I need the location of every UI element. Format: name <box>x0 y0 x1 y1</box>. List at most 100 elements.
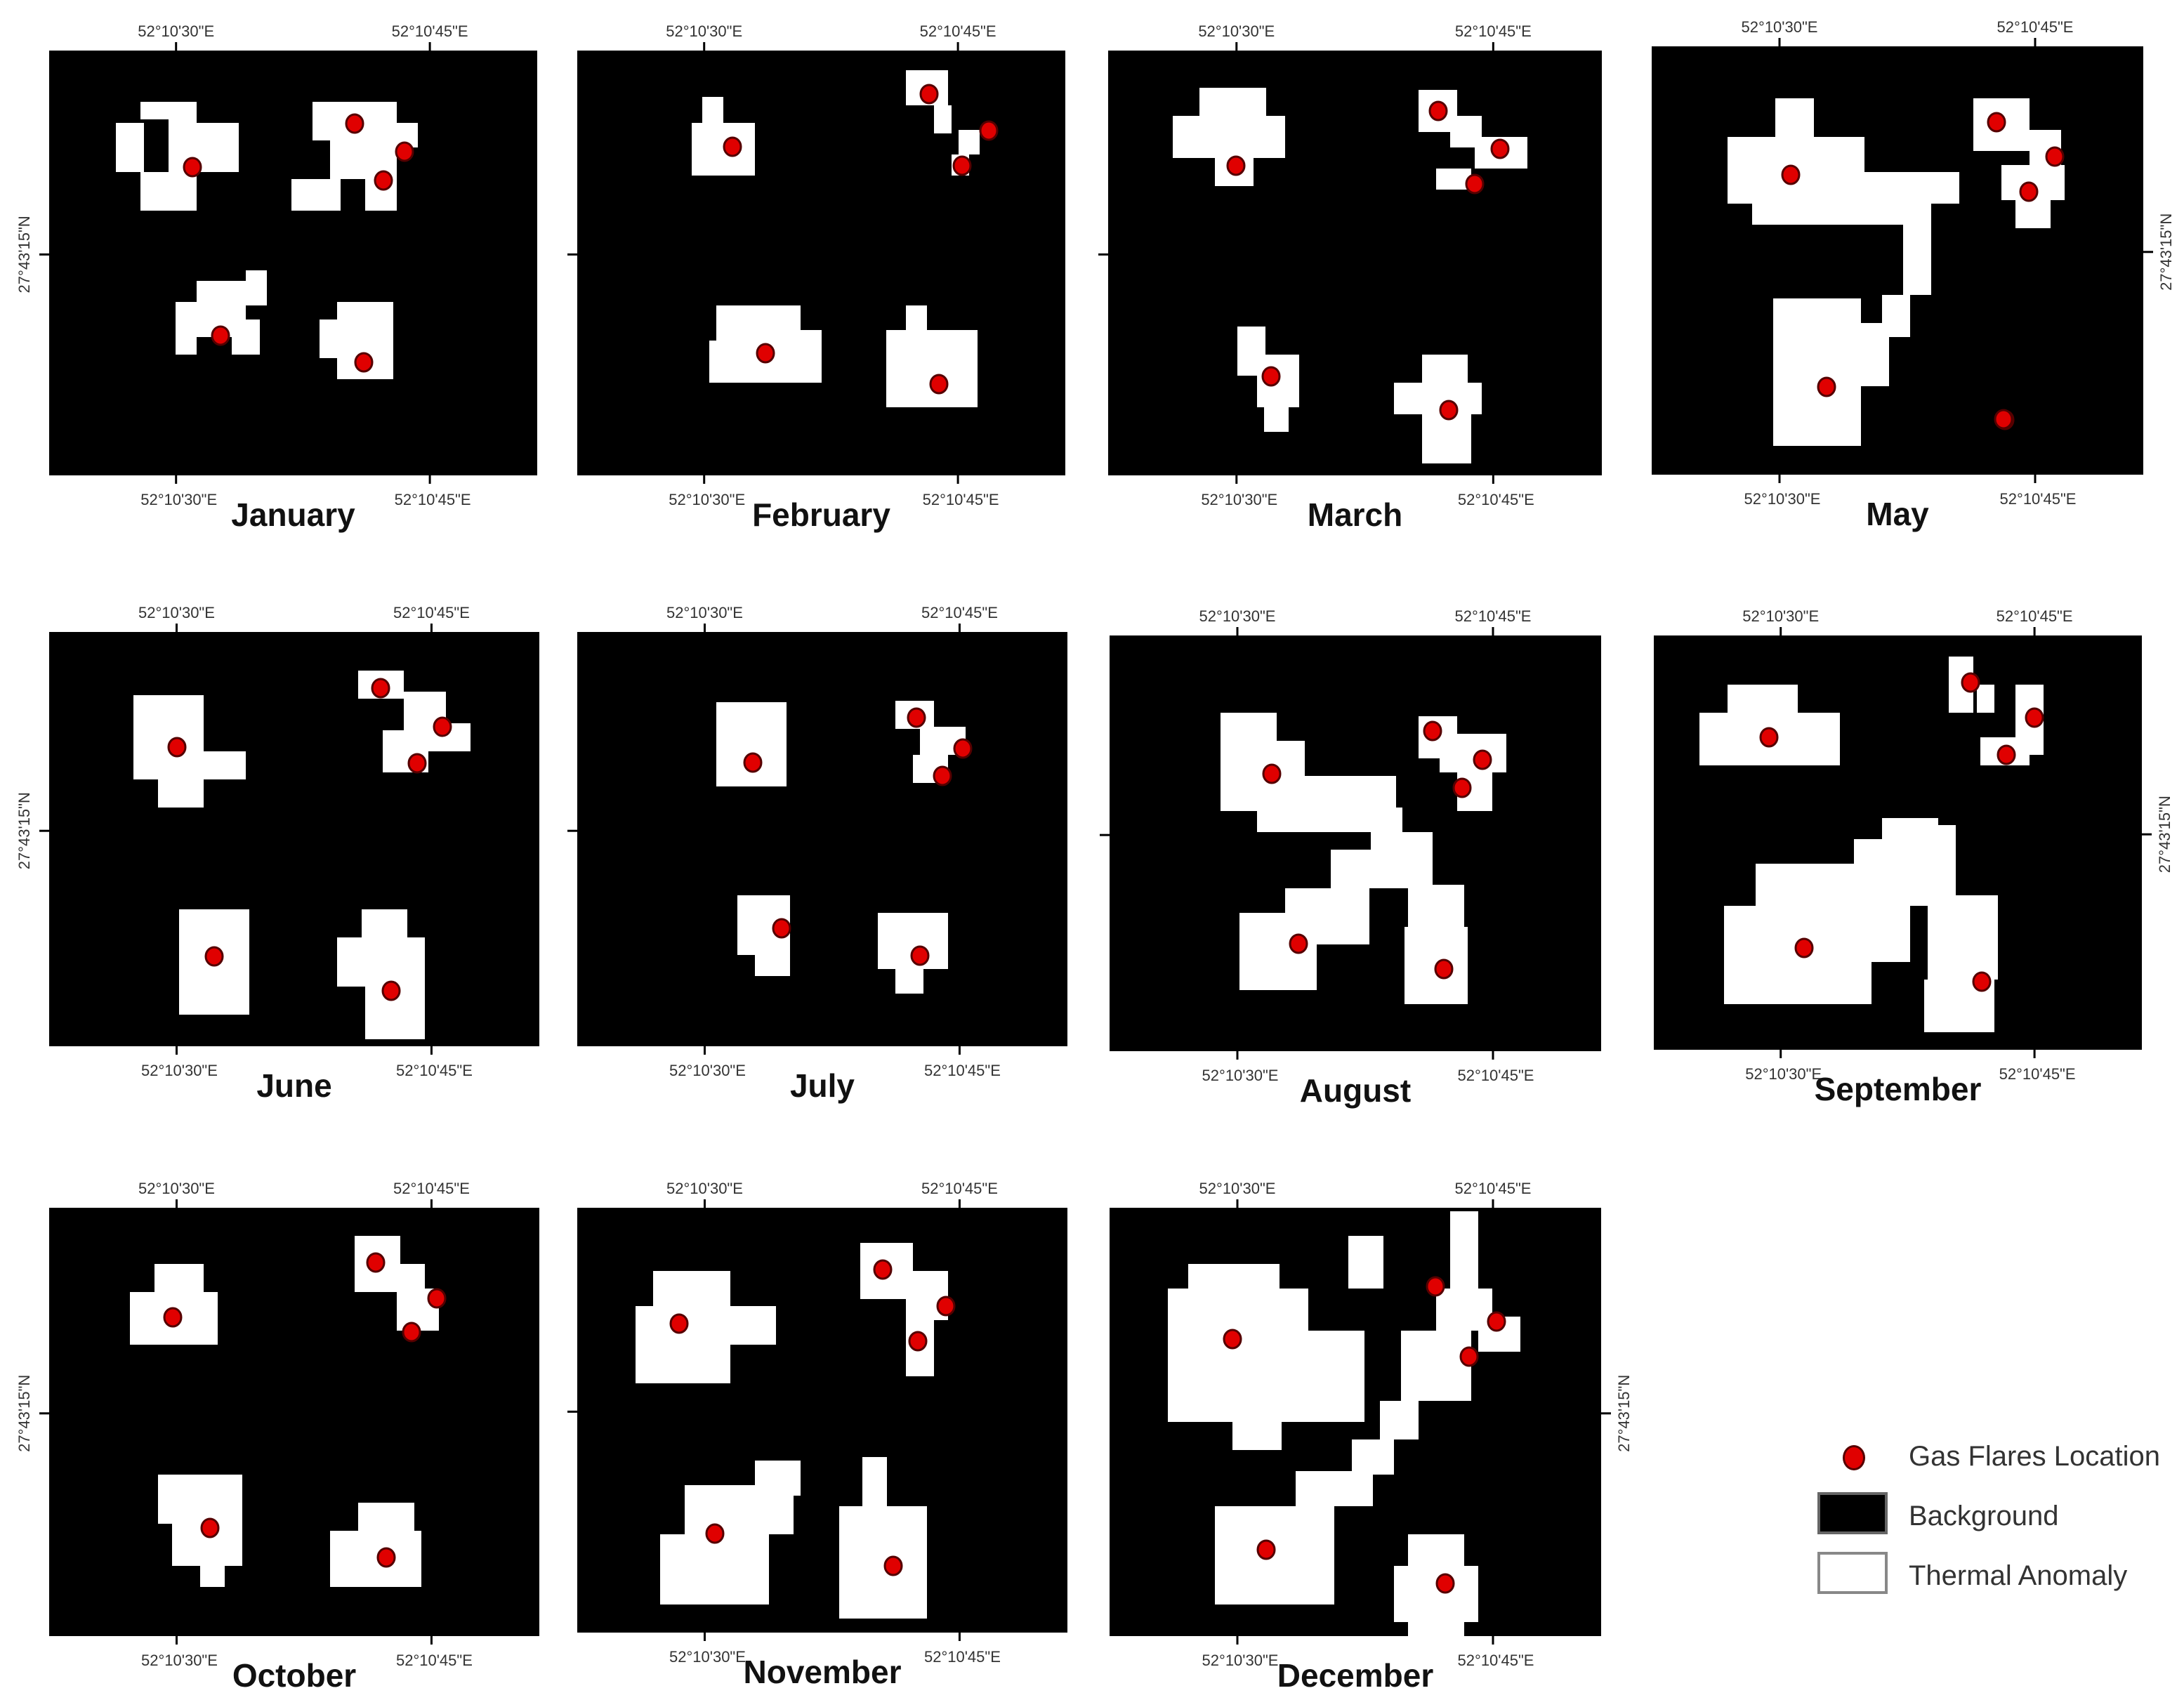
bottom-lon-label-right: 52°10'45"E <box>395 491 471 508</box>
red-dot-icon <box>873 1259 893 1280</box>
red-dot-icon <box>669 1313 689 1334</box>
red-dot-icon <box>381 980 401 1001</box>
thermal-anomaly-cell <box>895 966 923 994</box>
red-dot-icon <box>953 738 973 759</box>
red-dot-icon <box>433 716 452 737</box>
thermal-anomaly-cell <box>1903 204 1931 295</box>
top-lon-label-left: 52°10'30"E <box>1199 607 1276 625</box>
lat-label: 27°43'15"N <box>1615 1375 1633 1452</box>
top-lon-label-left: 52°10'30"E <box>666 1180 743 1197</box>
legend-item-background: Background <box>1798 1492 2163 1541</box>
background-raster <box>1108 51 1602 475</box>
thermal-anomaly-cell <box>1756 864 1938 906</box>
red-dot-icon <box>1226 155 1246 176</box>
red-dot-icon <box>743 752 763 773</box>
red-dot-icon <box>919 84 939 105</box>
top-lon-label-left: 52°10'30"E <box>1198 22 1275 40</box>
red-dot-icon <box>200 1517 220 1538</box>
background-raster <box>577 51 1065 475</box>
thermal-anomaly-cell <box>1221 776 1396 811</box>
red-dot-icon <box>1759 727 1779 748</box>
red-dot-icon <box>936 1296 956 1317</box>
background-raster <box>49 632 539 1046</box>
red-dot-icon <box>1490 138 1510 159</box>
red-dot-icon <box>1435 1573 1455 1594</box>
red-dot-icon <box>204 946 224 967</box>
thermal-anomaly-cell <box>1408 1622 1464 1636</box>
red-dot-icon <box>1794 937 1814 958</box>
thermal-anomaly-cell <box>1775 98 1814 137</box>
red-dot-icon <box>1961 672 1980 693</box>
lat-label: 27°43'15"N <box>15 792 33 869</box>
red-dot-icon <box>183 157 202 178</box>
legend-item-anomaly: Thermal Anomaly <box>1798 1552 2163 1601</box>
map-panel-december: 52°10'30"E 52°10'45"E 52°10'30"E 52°10'45"E… <box>1110 1180 1633 1694</box>
top-lon-label-right: 52°10'45"E <box>921 1180 998 1197</box>
red-dot-icon <box>371 678 390 699</box>
bottom-lon-label-right: 52°10'45"E <box>923 491 999 508</box>
red-dot-icon <box>1459 1346 1479 1367</box>
bottom-lon-label-right: 52°10'45"E <box>1458 1652 1534 1669</box>
top-lon-label-right: 52°10'45"E <box>393 604 470 621</box>
map-panel-august: 52°10'30"E 52°10'45"E 52°10'30"E 52°10'45"E… <box>1100 607 1601 1109</box>
background-raster <box>577 1208 1067 1633</box>
thermal-anomaly-cell <box>1215 1506 1334 1605</box>
map-panel-july: 52°10'30"E 52°10'45"E 52°10'30"E 52°10'45"E… <box>567 604 1067 1104</box>
thermal-anomaly-cell <box>330 1531 421 1587</box>
thermal-anomaly-cell <box>1394 1566 1478 1622</box>
thermal-anomaly-cell <box>1394 383 1482 414</box>
thermal-anomaly-cell <box>1724 962 1871 1004</box>
bottom-lon-label-right: 52°10'45"E <box>396 1652 473 1669</box>
thermal-anomaly-cell <box>1168 1331 1364 1422</box>
red-dot-icon <box>211 325 230 346</box>
background-raster <box>49 1208 539 1636</box>
thermal-anomaly-cell <box>1232 1422 1282 1450</box>
thermal-anomaly-cell <box>1296 1471 1373 1506</box>
thermal-anomaly-cell <box>1352 1439 1394 1475</box>
red-dot-icon <box>1987 112 2006 133</box>
red-dot-icon <box>910 945 930 966</box>
thermal-anomaly-cell <box>197 123 239 172</box>
red-dot-icon <box>1428 100 1448 121</box>
map-panel-january: 52°10'30"E 52°10'45"E 52°10'30"E 52°10'45"E… <box>15 22 537 533</box>
month-title: March <box>1308 496 1402 533</box>
thermal-anomaly-cell <box>133 695 204 751</box>
thermal-anomaly-cell <box>176 302 197 355</box>
thermal-anomaly-cell <box>934 105 952 133</box>
month-title: June <box>256 1067 331 1104</box>
red-dot-icon <box>1423 720 1442 742</box>
anomaly-swatch-icon <box>1817 1552 1888 1594</box>
thermal-anomaly-cell <box>636 1306 776 1345</box>
lat-label: 27°43'15"N <box>2157 213 2175 291</box>
thermal-anomaly-cell <box>1854 839 1938 867</box>
thermal-anomaly-cell <box>1380 1401 1419 1439</box>
thermal-anomaly-cell <box>2015 200 2051 228</box>
top-lon-label-left: 52°10'30"E <box>138 1180 215 1197</box>
top-lon-label-right: 52°10'45"E <box>1455 22 1532 40</box>
thermal-anomaly-cell <box>1188 1264 1280 1292</box>
red-dot-icon <box>1262 763 1282 784</box>
thermal-anomaly-cell <box>1773 298 1861 369</box>
thermal-anomaly-cell <box>1401 832 1433 888</box>
legend-label-flares: Gas Flares Location <box>1909 1441 2160 1472</box>
red-dot-icon <box>376 1547 396 1568</box>
red-dot-icon <box>1452 777 1472 798</box>
thermal-anomaly-cell <box>1408 885 1464 927</box>
bottom-lon-label-right: 52°10'45"E <box>1458 1067 1534 1084</box>
red-dot-icon <box>1473 749 1492 770</box>
thermal-anomaly-cell <box>291 179 341 211</box>
thermal-anomaly-cell <box>1724 906 1910 962</box>
month-title: September <box>1815 1071 1982 1107</box>
map-panel-september: 52°10'30"E 52°10'45"E 52°10'30"E 52°10'45"E… <box>1654 607 2173 1107</box>
background-raster <box>577 632 1067 1046</box>
red-dot-icon <box>1817 376 1836 397</box>
thermal-anomaly-cell <box>1440 734 1506 772</box>
thermal-anomaly-cell <box>1348 1236 1383 1289</box>
red-dot-icon <box>907 707 926 728</box>
bottom-lon-label-left: 52°10'30"E <box>141 1062 218 1079</box>
top-lon-label-right: 52°10'45"E <box>920 22 996 40</box>
red-dot-icon <box>345 113 364 134</box>
red-dot-icon <box>402 1322 421 1343</box>
top-lon-label-left: 52°10'30"E <box>1742 18 1818 36</box>
map-panel-june: 52°10'30"E 52°10'45"E 52°10'30"E 52°10'45"E… <box>15 604 539 1104</box>
